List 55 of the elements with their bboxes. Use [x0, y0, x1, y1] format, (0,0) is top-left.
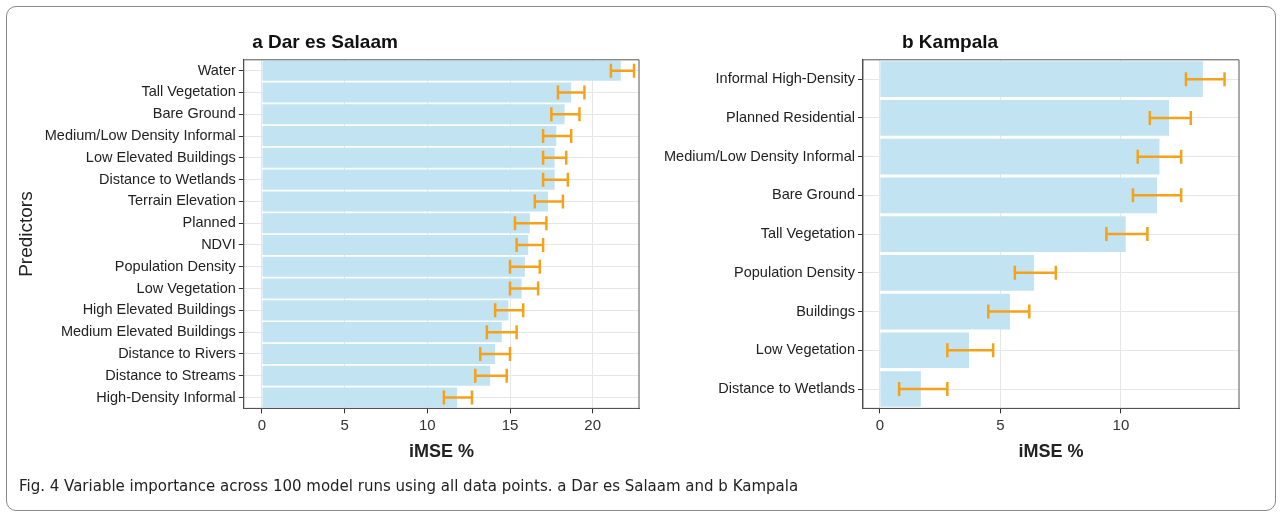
bar [880, 138, 1160, 175]
x-tick-label: 15 [501, 415, 519, 433]
y-tick-label: Informal High-Density [715, 70, 856, 87]
x-tick-label: 5 [340, 415, 349, 433]
y-tick-label: High Elevated Buildings [82, 301, 236, 318]
bar [880, 332, 970, 369]
y-tick-label: Population Density [734, 263, 856, 280]
y-tick-label: Tall Vegetation [760, 225, 855, 242]
y-tick-label: Medium/Low Density Informal [44, 127, 236, 144]
y-tick-label: Terrain Elevation [127, 192, 236, 209]
y-tick-label: Bare Ground [771, 186, 855, 203]
y-tick-label: Medium Elevated Buildings [60, 323, 236, 340]
y-tick-label: NDVI [201, 235, 236, 252]
y-tick-label: Buildings [796, 302, 855, 319]
y-tick-label: Low Vegetation [755, 341, 855, 358]
bar [880, 371, 921, 407]
bar [262, 126, 557, 147]
y-tick-label: Water [197, 61, 236, 78]
y-tick-label: Distance to Wetlands [718, 380, 855, 397]
x-tick-label: 20 [584, 415, 602, 433]
bar [262, 213, 530, 234]
y-tick-label: Population Density [114, 257, 237, 274]
y-tick-label: Planned Residential [726, 108, 855, 125]
bar [262, 256, 525, 277]
y-tick-label: Planned [182, 214, 236, 231]
bar [262, 234, 529, 256]
bar [262, 343, 496, 364]
y-tick-label: Tall Vegetation [141, 83, 236, 100]
y-tick-label: High-Density Informal [96, 388, 236, 405]
chart-title: b Kampala [901, 30, 999, 52]
x-tick-label: 0 [257, 415, 267, 433]
bar [880, 216, 1126, 252]
bar [262, 322, 502, 343]
chart-title: a Dar es Salaam [252, 30, 398, 52]
x-axis-title: iMSE % [408, 441, 474, 462]
x-tick-label: 0 [875, 415, 885, 433]
y-tick-label: Low Elevated Buildings [85, 148, 236, 165]
bar [880, 293, 1011, 330]
bar [880, 100, 1170, 136]
x-tick-label: 10 [1112, 415, 1130, 433]
x-axis-title: iMSE % [1018, 441, 1084, 462]
y-axis-title: Predictors [14, 191, 36, 277]
y-tick-label: Distance to Wetlands [99, 170, 236, 187]
bar [880, 61, 1203, 97]
y-tick-label: Medium/Low Density Informal [663, 147, 855, 164]
caption: Fig. 4 Variable importance across 100 model runs using all data points. a Dar es Salaam and b Kampala [18, 476, 800, 497]
bar [880, 177, 1158, 214]
y-tick-label: Distance to Rivers [118, 344, 236, 361]
x-tick-label: 5 [996, 415, 1005, 433]
x-tick-label: 10 [418, 415, 436, 433]
y-tick-label: Low Vegetation [136, 279, 236, 296]
bar [880, 255, 1035, 291]
y-tick-label: Bare Ground [152, 105, 236, 122]
bar [262, 147, 555, 168]
y-tick-label: Distance to Streams [105, 366, 236, 383]
